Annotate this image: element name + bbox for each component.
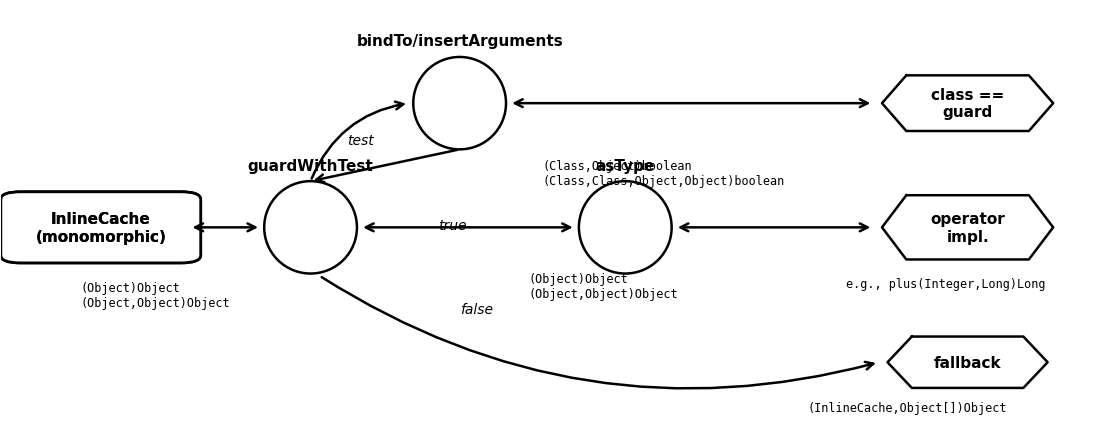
Text: (InlineCache,Object[])Object: (InlineCache,Object[])Object bbox=[807, 401, 1006, 414]
Text: test: test bbox=[346, 133, 374, 147]
Text: InlineCache
(monomorphic): InlineCache (monomorphic) bbox=[35, 212, 166, 244]
Polygon shape bbox=[882, 196, 1053, 260]
Text: class ==
guard: class == guard bbox=[931, 88, 1004, 120]
Text: operator
impl.: operator impl. bbox=[930, 212, 1005, 244]
Text: (Object)Object
(Object,Object)Object: (Object)Object (Object,Object)Object bbox=[528, 273, 677, 301]
Text: (Class,Object)boolean
(Class,Class,Object,Object)boolean: (Class,Object)boolean (Class,Class,Objec… bbox=[542, 160, 785, 187]
Text: asType: asType bbox=[596, 158, 655, 173]
Polygon shape bbox=[882, 76, 1053, 132]
Text: guardWithTest: guardWithTest bbox=[248, 158, 373, 173]
Ellipse shape bbox=[413, 58, 506, 150]
Text: false: false bbox=[459, 302, 493, 316]
Polygon shape bbox=[888, 337, 1047, 388]
Ellipse shape bbox=[579, 182, 672, 274]
FancyBboxPatch shape bbox=[1, 192, 200, 263]
Text: (Object)Object
(Object,Object)Object: (Object)Object (Object,Object)Object bbox=[81, 281, 230, 309]
Text: true: true bbox=[437, 219, 466, 233]
Text: fallback: fallback bbox=[934, 355, 1002, 370]
Text: e.g., plus(Integer,Long)Long: e.g., plus(Integer,Long)Long bbox=[846, 277, 1045, 290]
Text: InlineCache
(monomorphic): InlineCache (monomorphic) bbox=[35, 212, 166, 244]
FancyBboxPatch shape bbox=[1, 192, 200, 263]
Text: bindTo/insertArguments: bindTo/insertArguments bbox=[356, 34, 563, 49]
Ellipse shape bbox=[265, 182, 356, 274]
